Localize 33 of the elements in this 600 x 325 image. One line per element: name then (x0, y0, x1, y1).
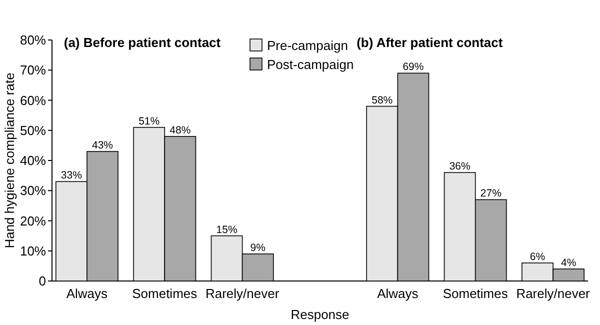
text: 58% (372, 94, 393, 106)
legend-label: Post-campaign (267, 57, 354, 72)
text: 43% (92, 139, 113, 152)
y-tick-label: 30% (20, 183, 46, 198)
text: 33% (60, 170, 82, 182)
y-tick-label: 10% (20, 243, 46, 258)
x-axis-title: Response (290, 307, 350, 322)
y-tick-label: 0 (38, 274, 46, 289)
text: 36% (449, 160, 470, 173)
x-tick-label: Always (377, 286, 419, 301)
text: 27% (480, 188, 502, 200)
x-tick-label: Always (66, 286, 108, 301)
annotation: (b) After patient contact (356, 35, 504, 50)
legend-label: Pre-campaign (267, 38, 348, 53)
text: 48% (170, 124, 191, 136)
text: 6% (530, 250, 546, 263)
y-tick-label: 40% (20, 153, 46, 168)
x-tick-label: Rarely/never (516, 286, 591, 301)
text: 15% (216, 224, 238, 236)
x-tick-label: Rarely/never (205, 286, 280, 301)
annotation: (a) Before patient contact (64, 35, 222, 50)
y-tick-label: 20% (20, 213, 46, 228)
text: 4% (560, 256, 576, 269)
y-tick-label: 80% (20, 32, 46, 48)
y-tick-label: 50% (20, 122, 46, 138)
y-tick-label: 70% (20, 62, 46, 78)
x-tick-label: Sometimes (132, 286, 198, 301)
y-tick-label: 60% (20, 92, 46, 108)
text: 69% (402, 61, 424, 74)
text: 51% (138, 115, 160, 128)
x-tick-label: Sometimes (442, 286, 508, 301)
y-axis-title: Hand hygiene compliance rate (2, 72, 17, 248)
text: 9% (250, 242, 266, 254)
